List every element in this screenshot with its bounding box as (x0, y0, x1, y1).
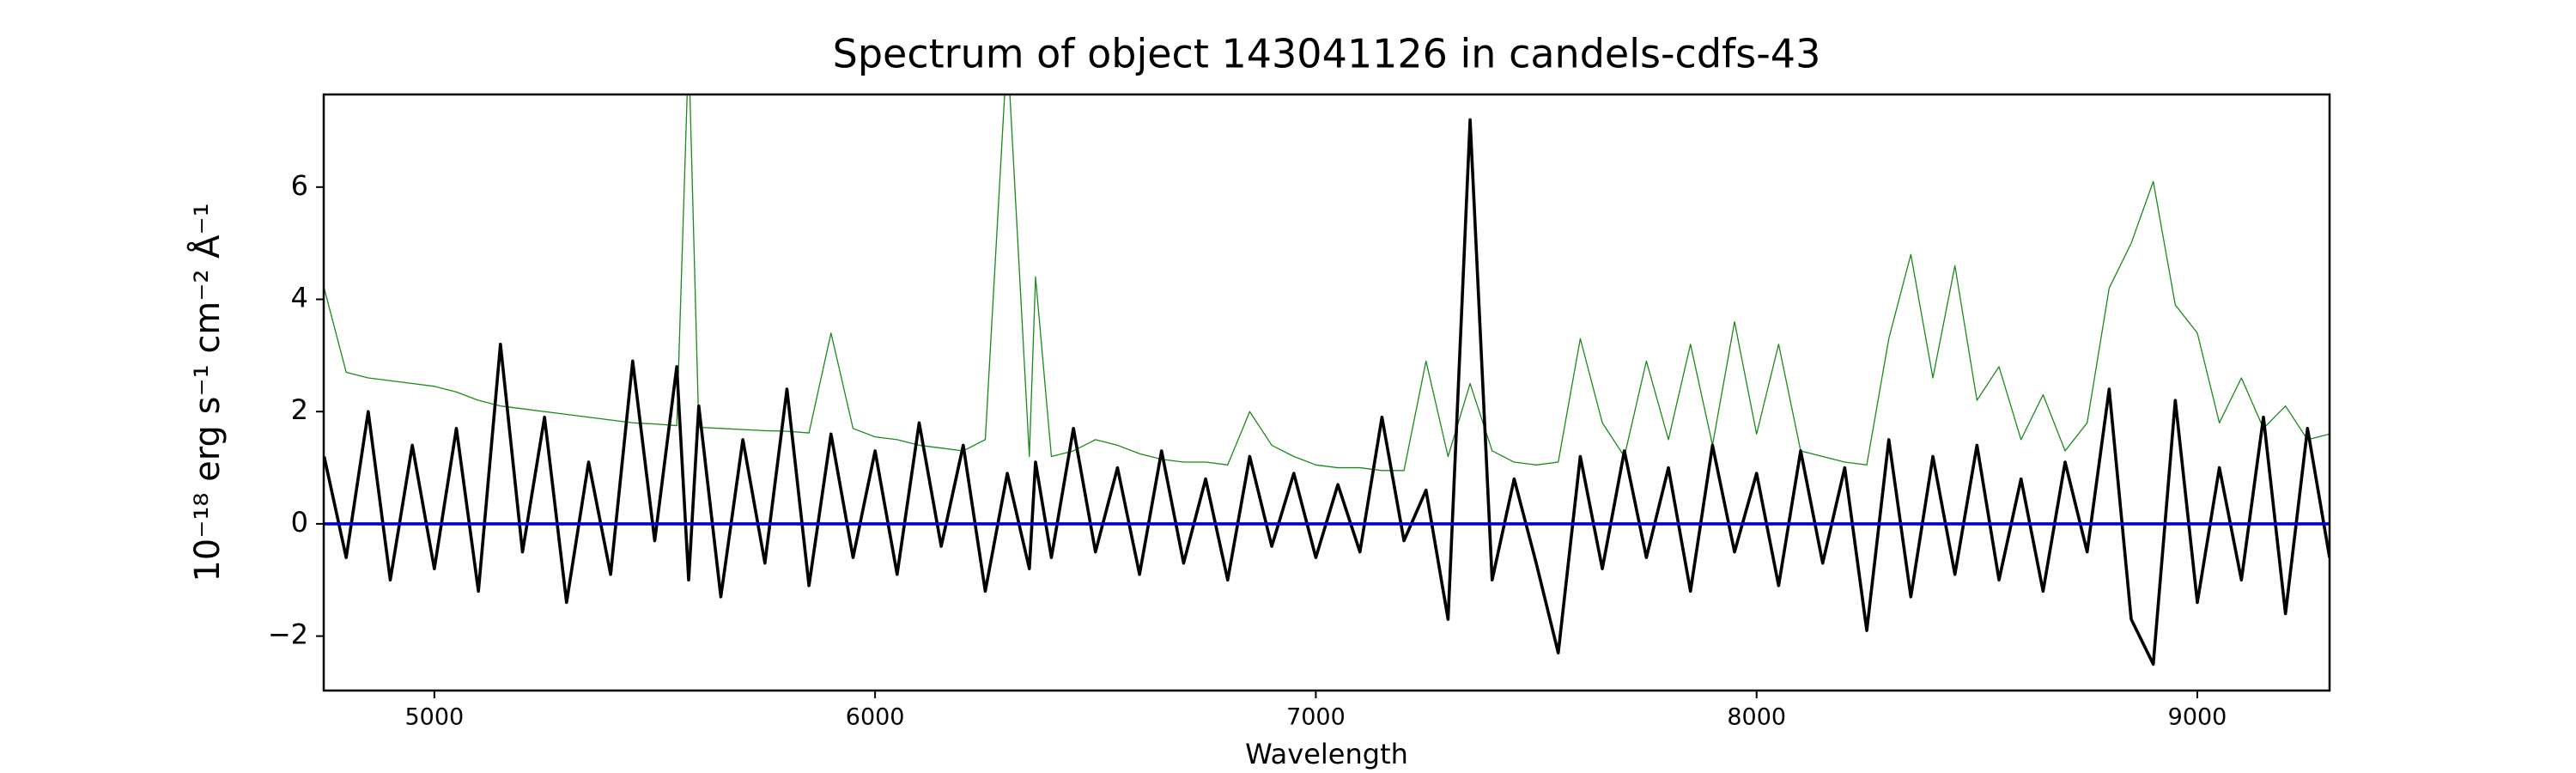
x-tick-label: 6000 (846, 704, 905, 731)
x-axis-label: Wavelength (1245, 738, 1408, 770)
y-tick-label: 6 (291, 169, 308, 202)
x-tick-label: 5000 (404, 704, 464, 731)
x-tick-label: 7000 (1286, 704, 1346, 731)
spectrum-line (324, 118, 2330, 666)
y-tick-label: 2 (291, 393, 308, 426)
plot-area (324, 94, 2330, 666)
y-tick-label: 4 (291, 282, 308, 314)
spectrum-line (324, 94, 2330, 472)
plot-frame (322, 93, 2331, 692)
y-tick-label: 0 (291, 506, 308, 539)
y-tick-label: −2 (268, 618, 308, 651)
x-tick-label: 9000 (2168, 704, 2227, 731)
x-tick-label: 8000 (1727, 704, 1786, 731)
chart-title: Spectrum of object 143041126 in candels-… (833, 31, 1821, 77)
y-axis-label: 10⁻¹⁸ erg s⁻¹ cm⁻² Å⁻¹ (186, 203, 228, 581)
